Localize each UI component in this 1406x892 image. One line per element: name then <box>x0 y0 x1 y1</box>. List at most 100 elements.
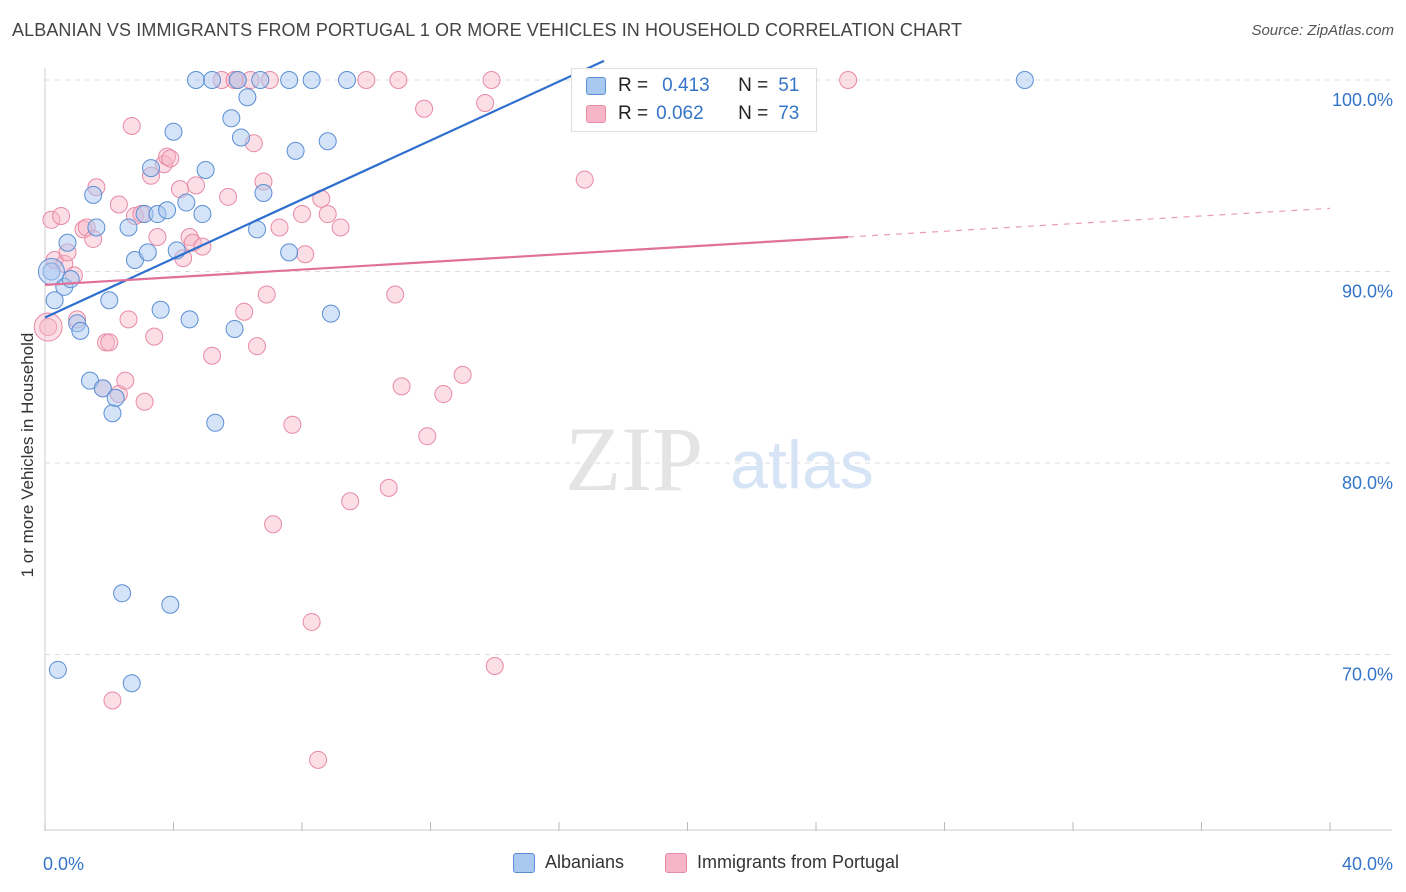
x-tick-label: 40.0% <box>1342 854 1393 874</box>
blue-series-points <box>37 71 1034 693</box>
series-legend: Albanians Immigrants from Portugal <box>0 852 1406 878</box>
data-point-albanians <box>87 218 106 237</box>
data-point-portugal <box>331 218 350 237</box>
data-point-portugal <box>193 237 212 256</box>
data-point-albanians <box>138 243 157 262</box>
data-point-albanians <box>280 243 299 262</box>
data-point-albanians <box>177 193 196 212</box>
data-point-albanians <box>84 185 103 204</box>
legend-item-portugal: Immigrants from Portugal <box>665 852 899 873</box>
data-point-portugal <box>318 205 337 224</box>
legend-row-portugal: R = 0.062 N = 73 <box>586 102 799 126</box>
data-point-portugal <box>302 612 321 631</box>
data-point-portugal <box>248 337 267 356</box>
data-point-portugal <box>309 750 328 769</box>
y-tick-label: 70.0% <box>1342 665 1393 685</box>
data-point-albanians <box>142 159 161 178</box>
legend-swatch-pink <box>586 105 606 123</box>
data-point-albanians <box>119 218 138 237</box>
data-point-portugal <box>434 385 453 404</box>
data-point-portugal <box>389 71 408 89</box>
data-point-albanians <box>113 584 132 603</box>
data-point-albanians <box>48 660 67 679</box>
trend-lines <box>44 59 1331 319</box>
data-point-portugal <box>148 228 167 247</box>
data-point-portugal <box>264 515 283 534</box>
data-point-albanians-large <box>37 258 65 285</box>
data-point-portugal <box>180 228 199 247</box>
data-point-albanians <box>193 205 212 224</box>
data-point-albanians <box>100 291 119 310</box>
legend-n-label: N = <box>738 103 769 124</box>
data-point-portugal <box>357 71 376 89</box>
data-point-portugal <box>341 492 360 511</box>
watermark-zip: ZIP <box>565 408 703 510</box>
data-point-portugal <box>52 206 71 225</box>
data-point-portugal <box>270 218 289 237</box>
data-point-albanians <box>196 161 215 180</box>
legend-r-label: R = <box>618 103 649 124</box>
data-point-portugal <box>453 365 472 384</box>
data-point-albanians <box>318 132 337 151</box>
trend-line-portugal-extension <box>848 207 1331 238</box>
data-point-portugal <box>135 392 154 411</box>
data-point-albanians <box>180 310 199 329</box>
data-point-portugal <box>839 71 858 89</box>
data-point-portugal <box>122 116 141 135</box>
data-point-albanians <box>286 141 305 160</box>
grid-lines <box>45 79 1392 655</box>
data-point-portugal <box>42 210 61 229</box>
data-point-portugal <box>219 187 238 206</box>
data-point-portugal <box>186 176 205 195</box>
data-point-portugal <box>392 377 411 396</box>
data-point-portugal <box>575 170 594 189</box>
data-point-portugal <box>161 149 180 168</box>
data-point-portugal <box>109 195 128 214</box>
data-point-portugal <box>482 71 501 89</box>
data-point-portugal <box>116 371 135 390</box>
data-point-portugal <box>103 691 122 710</box>
data-point-portugal <box>386 285 405 304</box>
data-point-albanians <box>186 71 205 89</box>
data-point-albanians <box>58 233 77 252</box>
data-point-albanians <box>161 595 180 614</box>
data-point-portugal <box>235 302 254 321</box>
data-point-albanians <box>122 674 141 693</box>
legend-label-albanians: Albanians <box>545 852 625 872</box>
correlation-legend: R = 0.413 N = 51 R = 0.062 N = 73 <box>571 68 817 132</box>
data-point-portugal-large <box>33 312 63 342</box>
data-point-albanians <box>280 71 299 89</box>
data-point-portugal <box>145 327 164 346</box>
legend-item-albanians: Albanians <box>513 852 624 873</box>
data-point-portugal <box>418 427 437 446</box>
watermark-atlas: atlas <box>730 427 874 503</box>
watermark: ZIP atlas <box>565 408 874 510</box>
data-point-portugal <box>39 318 58 337</box>
data-point-albanians <box>222 109 241 128</box>
data-point-albanians <box>158 201 177 220</box>
data-point-albanians <box>151 300 170 319</box>
data-point-albanians <box>254 183 273 202</box>
data-point-albanians <box>251 71 270 89</box>
data-point-portugal <box>257 285 276 304</box>
legend-row-albanians: R = 0.413 N = 51 <box>586 74 799 98</box>
data-point-albanians <box>302 71 321 89</box>
data-point-portugal <box>283 415 302 434</box>
legend-r-value: 0.062 <box>656 103 704 124</box>
data-point-portugal <box>203 346 222 365</box>
legend-r-value: 0.413 <box>662 75 710 96</box>
legend-n-value: 51 <box>778 75 800 96</box>
axes <box>44 68 1392 831</box>
legend-n-value: 73 <box>778 103 800 124</box>
data-point-albanians <box>228 71 247 89</box>
data-point-portugal <box>415 99 434 118</box>
data-point-portugal <box>485 656 504 675</box>
data-point-albanians <box>203 71 222 89</box>
pink-series-points <box>33 71 858 769</box>
data-point-albanians <box>45 291 64 310</box>
y-tick-label: 80.0% <box>1342 473 1393 493</box>
data-point-albanians <box>337 71 356 89</box>
legend-n-label: N = <box>738 75 769 96</box>
legend-r-label: R = <box>618 75 649 96</box>
